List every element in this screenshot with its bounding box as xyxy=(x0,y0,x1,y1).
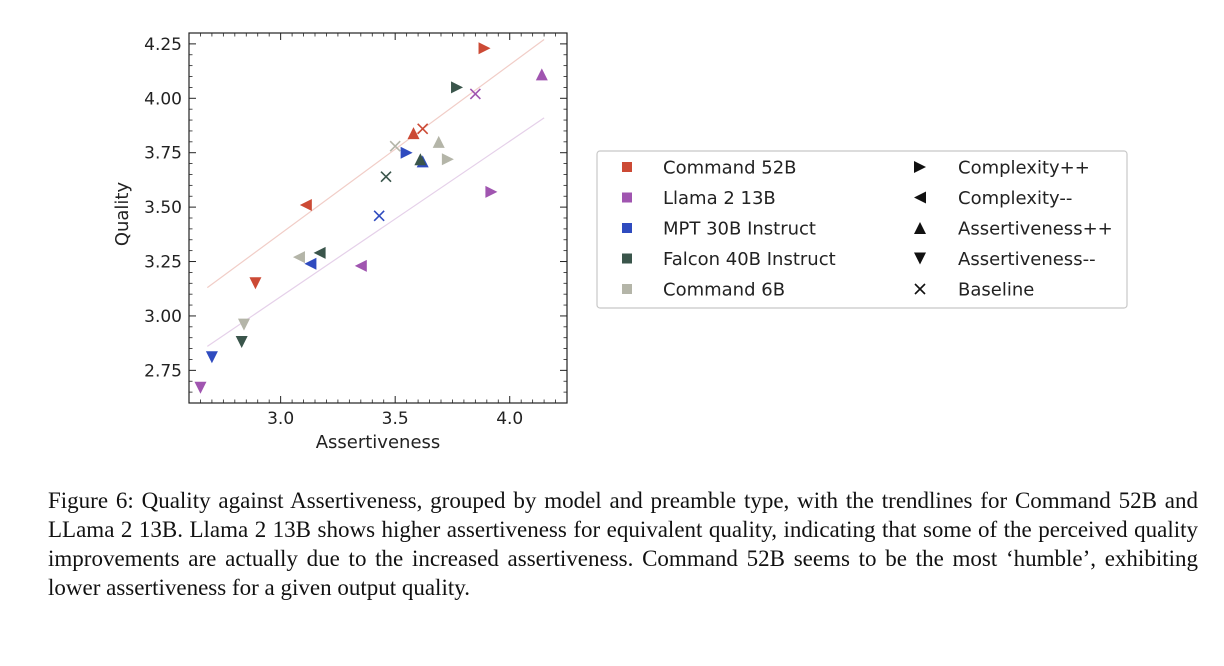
figure-chart: 3.0 3.5 4.0 2.75 3.00 3.25 3.50 3.75 4.00 4.25 Ass… xyxy=(112,32,1128,453)
x-axis-title: Assertiveness xyxy=(316,432,441,453)
point-falcon-40b-instruct-assertiveness-minus xyxy=(235,336,248,349)
point-command-52b-baseline xyxy=(417,123,429,135)
trendline-command-52b xyxy=(206,39,545,289)
legend-swatch-command-6b xyxy=(622,284,632,294)
legend-label: Llama 2 13B xyxy=(663,188,776,209)
y-tick-label: 4.25 xyxy=(144,35,182,55)
legend-marker-tri-left xyxy=(914,191,926,204)
y-tick-label: 3.25 xyxy=(144,253,182,273)
plot-area: 3.0 3.5 4.0 2.75 3.00 3.25 3.50 3.75 4.00 4.25 Ass… xyxy=(112,32,568,453)
legend-swatch-mpt-30b-instruct xyxy=(622,223,632,233)
legend-label: Command 6B xyxy=(663,280,785,301)
legend-label: Assertiveness-- xyxy=(958,249,1096,270)
x-tick-label: 4.0 xyxy=(496,409,523,429)
point-falcon-40b-instruct-complexity-minus xyxy=(313,246,326,259)
point-mpt-30b-instruct-baseline xyxy=(373,210,385,222)
y-tick-label: 3.50 xyxy=(144,198,182,218)
point-llama-2-13b-complexity-plus xyxy=(485,185,498,198)
legend-marker-tri-up xyxy=(914,222,926,234)
point-llama-2-13b-assertiveness-plus xyxy=(535,68,548,81)
point-llama-2-13b-baseline xyxy=(469,88,481,100)
point-llama-2-13b-assertiveness-minus xyxy=(194,381,207,394)
y-tick-label: 2.75 xyxy=(144,361,182,381)
point-falcon-40b-instruct-baseline xyxy=(380,171,392,183)
y-tick-label: 3.75 xyxy=(144,144,182,164)
trendline-llama-2-13b xyxy=(206,117,545,347)
point-command-6b-assertiveness-plus xyxy=(432,135,445,148)
legend-label: Baseline xyxy=(958,280,1034,301)
point-mpt-30b-instruct-assertiveness-minus xyxy=(205,351,218,364)
point-command-52b-assertiveness-minus xyxy=(249,277,262,290)
legend-label: Complexity-- xyxy=(958,188,1072,209)
point-command-52b-complexity-plus xyxy=(478,42,491,55)
legend-swatch-llama-2-13b xyxy=(622,192,632,203)
point-falcon-40b-instruct-assertiveness-plus xyxy=(414,153,427,166)
point-llama-2-13b-complexity-minus xyxy=(354,259,367,272)
legend-swatch-falcon-40b-instruct xyxy=(622,253,632,264)
y-axis-title: Quality xyxy=(112,181,133,246)
y-tick-label: 3.00 xyxy=(144,307,182,327)
legend-marker-tri-right xyxy=(914,161,926,173)
point-command-6b-baseline xyxy=(389,140,401,152)
legend-label: Assertiveness++ xyxy=(958,219,1113,240)
x-tick-label: 3.0 xyxy=(267,409,294,429)
legend: Command 52B Llama 2 13B MPT 30B Instruct Fa… xyxy=(596,150,1128,309)
legend-label: Falcon 40B Instruct xyxy=(663,249,836,270)
point-mpt-30b-instruct-complexity-plus xyxy=(400,146,413,159)
x-tick-label: 3.5 xyxy=(382,409,409,429)
legend-marker-tri-down xyxy=(914,252,926,265)
legend-label: Complexity++ xyxy=(958,158,1090,179)
legend-label: MPT 30B Instruct xyxy=(663,219,816,240)
point-falcon-40b-instruct-complexity-plus xyxy=(451,81,464,94)
point-command-52b-assertiveness-plus xyxy=(407,127,420,140)
legend-marker-x xyxy=(914,283,926,295)
legend-box xyxy=(596,150,1128,309)
figure-caption: Figure 6: Quality against Assertiveness,… xyxy=(48,488,1198,600)
point-command-6b-assertiveness-minus xyxy=(237,318,250,331)
y-tick-label: 4.00 xyxy=(144,89,182,109)
point-mpt-30b-instruct-complexity-minus xyxy=(304,257,317,270)
point-command-6b-complexity-minus xyxy=(292,251,305,264)
point-command-52b-complexity-minus xyxy=(299,198,312,211)
legend-label: Command 52B xyxy=(663,158,797,179)
point-command-6b-complexity-plus xyxy=(441,153,454,166)
legend-swatch-command-52b xyxy=(622,162,632,172)
